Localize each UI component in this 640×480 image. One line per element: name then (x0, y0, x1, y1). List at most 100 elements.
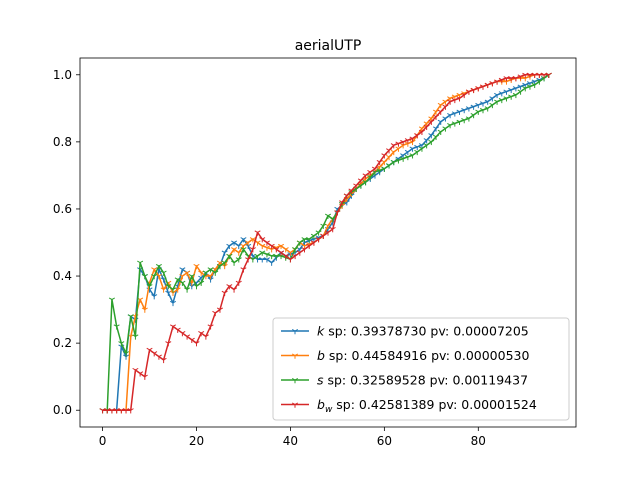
data-point-s (137, 260, 144, 266)
data-point-b_w (263, 240, 270, 246)
data-point-s (108, 297, 115, 303)
data-point-b_w (324, 230, 332, 236)
data-point-s (409, 153, 416, 159)
data-point-s (461, 118, 468, 124)
data-point-s (484, 106, 491, 112)
legend-label: k sp: 0.39378730 pv: 0.00007205 (317, 324, 529, 339)
data-point-b_w (310, 240, 317, 246)
legend-marker (291, 402, 299, 408)
data-point-s (428, 139, 435, 146)
data-point-b (141, 307, 148, 313)
data-point-b_w (353, 183, 360, 189)
data-point-b (287, 250, 294, 256)
data-point-b_w (395, 141, 402, 147)
data-point-b_w (245, 257, 252, 263)
data-point-b_w (141, 374, 148, 380)
data-point-b_w (494, 79, 501, 85)
legend-item-s: s sp: 0.32589528 pv: 0.00119437 (281, 373, 528, 388)
data-point-s (456, 119, 463, 125)
data-point-b (263, 245, 270, 251)
data-point-b_w (231, 287, 238, 293)
data-point-b_w (456, 96, 463, 102)
data-point-k (240, 237, 247, 243)
data-point-b (193, 263, 200, 270)
legend-marker (291, 377, 299, 384)
data-point-s (512, 92, 519, 99)
data-point-s (451, 121, 458, 127)
data-point-b (179, 274, 186, 280)
data-point-s (400, 156, 407, 162)
data-point-b_w (226, 284, 233, 290)
legend-item-k: k sp: 0.39378730 pv: 0.00007205 (281, 324, 529, 339)
data-point-s (395, 158, 402, 164)
data-point-b_w (442, 104, 449, 110)
data-point-b_w (249, 247, 256, 253)
data-point-s (465, 116, 472, 122)
data-point-k (461, 107, 468, 114)
data-point-b (160, 287, 167, 293)
x-tick-label: 80 (471, 434, 486, 448)
data-point-b_w (545, 72, 552, 78)
data-point-b_w (512, 76, 519, 82)
data-point-b (390, 149, 397, 156)
data-point-b_w (484, 82, 491, 89)
data-point-k (489, 96, 496, 102)
data-point-s (306, 237, 313, 243)
data-point-k (494, 92, 501, 99)
y-tick-label: 0.2 (53, 336, 72, 350)
x-tick-label: 40 (283, 434, 298, 448)
legend-item-b: b sp: 0.44584916 pv: 0.00000530 (281, 348, 529, 363)
data-point-b_w (536, 72, 543, 78)
data-point-b_w (277, 250, 285, 256)
data-point-k (151, 294, 158, 300)
data-point-k (512, 86, 519, 92)
y-tick-label: 0.8 (53, 135, 72, 149)
data-point-s (315, 230, 322, 236)
data-point-k (404, 149, 411, 156)
data-point-k (451, 111, 458, 117)
data-point-b_w (169, 324, 177, 330)
data-point-k (517, 84, 524, 90)
data-point-s (404, 154, 411, 161)
data-point-b_w (188, 337, 195, 343)
data-point-s (263, 252, 270, 258)
data-point-b_w (334, 210, 341, 216)
data-point-s (165, 284, 172, 290)
data-point-s (296, 240, 303, 246)
data-point-b_w (517, 74, 524, 80)
data-point-b_w (437, 109, 444, 115)
axes-layer: 0 20 40 60 80 0.0 0.2 0.4 0.6 0.8 1.0 (53, 68, 486, 448)
data-point-s (432, 134, 440, 141)
data-point-s (494, 99, 501, 105)
data-point-k (479, 101, 487, 107)
data-point-s (132, 334, 139, 340)
data-point-s (489, 102, 496, 109)
legend: k sp: 0.39378730 pv: 0.00007205 b sp: 0.4… (272, 317, 570, 421)
y-tick-label: 1.0 (53, 68, 72, 82)
data-point-b_w (160, 357, 167, 364)
data-point-k (503, 89, 510, 95)
data-point-b (151, 267, 158, 273)
data-point-k (259, 257, 266, 263)
data-point-b (235, 250, 242, 256)
data-point-s (503, 96, 510, 102)
data-point-b_w (151, 351, 158, 357)
data-point-s (127, 314, 134, 320)
data-point-b_w (348, 188, 355, 194)
data-point-b (395, 146, 402, 152)
data-point-b_w (174, 327, 181, 333)
data-point-b_w (432, 114, 440, 120)
data-point-b (259, 243, 266, 250)
data-point-k (268, 260, 275, 266)
data-point-s (207, 267, 214, 273)
data-point-b_w (108, 408, 115, 414)
data-point-b_w (221, 290, 228, 297)
legend-label: b sp: 0.44584916 pv: 0.00000530 (317, 348, 529, 363)
data-point-b_w (301, 247, 308, 253)
legend-marker (291, 353, 299, 359)
data-point-b_w (367, 170, 374, 176)
data-point-k (409, 146, 416, 152)
y-tick-label: 0.0 (53, 403, 72, 417)
data-point-b_w (320, 233, 327, 239)
